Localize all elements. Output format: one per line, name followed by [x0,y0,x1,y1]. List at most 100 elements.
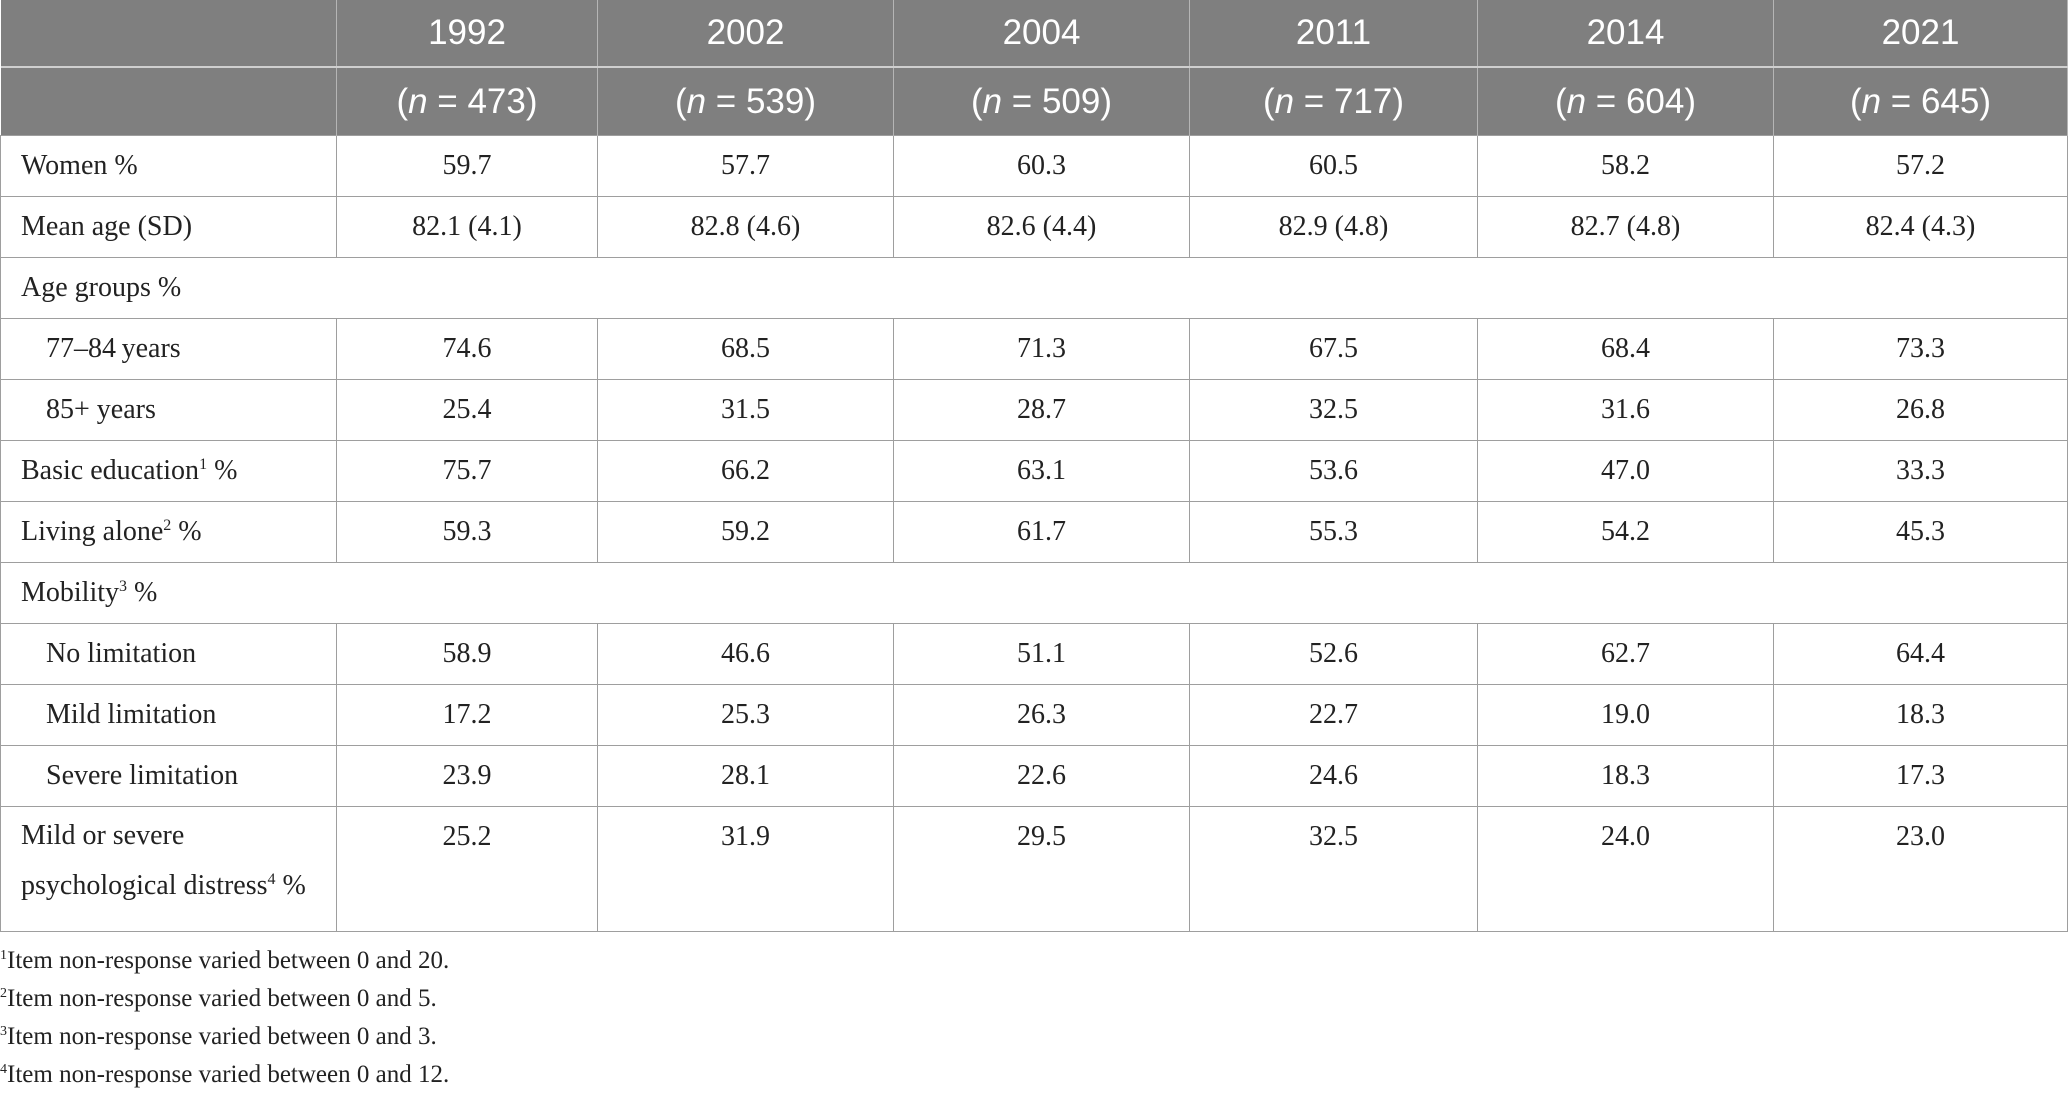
sample-size-header: (n = 717) [1189,67,1478,136]
row-label: Basic education1 % [0,440,337,502]
table-cell: 24.6 [1189,745,1478,807]
row-label: 85+ years [0,379,337,441]
table-cell: 61.7 [893,501,1190,563]
table-footnotes: 1Item non-response varied between 0 and … [0,942,2068,1094]
table-cell: 32.5 [1189,806,1478,932]
table-cell: 47.0 [1477,440,1774,502]
table-cell: 62.7 [1477,623,1774,685]
table-cell: 75.7 [336,440,598,502]
header-corner [0,0,337,68]
table-row: Mild limitation 17.2 25.3 26.3 22.7 19.0… [0,684,2068,746]
row-label: Living alone2 % [0,501,337,563]
header-year-row: 1992 2002 2004 2011 2014 2021 [0,0,2068,68]
table-cell: 57.7 [597,135,894,197]
table-cell: 24.0 [1477,806,1774,932]
footnote: 4Item non-response varied between 0 and … [0,1061,450,1088]
section-row: Mobility3 % [0,562,2068,624]
table-row: Severe limitation 23.9 28.1 22.6 24.6 18… [0,745,2068,807]
row-label: Mean age (SD) [0,196,337,258]
table-cell: 46.6 [597,623,894,685]
table-row: Mean age (SD) 82.1 (4.1) 82.8 (4.6) 82.6… [0,196,2068,258]
table-cell: 29.5 [893,806,1190,932]
table-cell: 59.3 [336,501,598,563]
table-cell: 63.1 [893,440,1190,502]
table-cell: 53.6 [1189,440,1478,502]
table-cell: 23.0 [1773,806,2068,932]
table-cell: 73.3 [1773,318,2068,380]
section-row: Age groups % [0,257,2068,319]
table-cell: 45.3 [1773,501,2068,563]
row-label: Women % [0,135,337,197]
year-header: 1992 [336,0,598,68]
table-cell: 68.4 [1477,318,1774,380]
table-cell: 82.7 (4.8) [1477,196,1774,258]
table-cell: 54.2 [1477,501,1774,563]
table-cell: 32.5 [1189,379,1478,441]
table-cell: 57.2 [1773,135,2068,197]
table-row: Women % 59.7 57.7 60.3 60.5 58.2 57.2 [0,135,2068,197]
year-header: 2004 [893,0,1190,68]
table-cell: 22.7 [1189,684,1478,746]
table-cell: 26.8 [1773,379,2068,441]
section-label: Mobility3 % [0,562,2068,624]
table-cell: 17.3 [1773,745,2068,807]
row-label: No limitation [0,623,337,685]
table-cell: 58.9 [336,623,598,685]
table-cell: 22.6 [893,745,1190,807]
table-cell: 68.5 [597,318,894,380]
row-label: Severe limitation [0,745,337,807]
table-cell: 82.6 (4.4) [893,196,1190,258]
table-cell: 66.2 [597,440,894,502]
row-label: Mild or severe psychological distress4 % [0,806,337,932]
table-row: Mild or severe psychological distress4 % … [0,806,2068,932]
characteristics-table: 1992 2002 2004 2011 2014 2021 (n = 473) … [0,0,2068,932]
table-row: Living alone2 % 59.3 59.2 61.7 55.3 54.2… [0,501,2068,563]
table-cell: 82.1 (4.1) [336,196,598,258]
table-cell: 19.0 [1477,684,1774,746]
table-cell: 82.4 (4.3) [1773,196,2068,258]
table-cell: 59.2 [597,501,894,563]
table-row: 85+ years 25.4 31.5 28.7 32.5 31.6 26.8 [0,379,2068,441]
table-cell: 18.3 [1773,684,2068,746]
table-cell: 28.7 [893,379,1190,441]
table-cell: 67.5 [1189,318,1478,380]
table-cell: 52.6 [1189,623,1478,685]
table-row: No limitation 58.9 46.6 51.1 52.6 62.7 6… [0,623,2068,685]
footnote: 3Item non-response varied between 0 and … [0,1023,437,1050]
header-corner-lower [0,67,337,136]
table-cell: 31.5 [597,379,894,441]
table-cell: 74.6 [336,318,598,380]
table-cell: 33.3 [1773,440,2068,502]
table-cell: 59.7 [336,135,598,197]
header-n-row: (n = 473) (n = 539) (n = 509) (n = 717) … [0,67,2068,136]
footnote: 2Item non-response varied between 0 and … [0,985,437,1012]
table-cell: 64.4 [1773,623,2068,685]
table-cell: 60.5 [1189,135,1478,197]
sample-size-header: (n = 539) [597,67,894,136]
table-cell: 71.3 [893,318,1190,380]
table-cell: 58.2 [1477,135,1774,197]
table-cell: 31.9 [597,806,894,932]
row-label: 77–84 years [0,318,337,380]
table-cell: 82.9 (4.8) [1189,196,1478,258]
table-cell: 31.6 [1477,379,1774,441]
table-cell: 25.4 [336,379,598,441]
footnote: 1Item non-response varied between 0 and … [0,947,450,974]
table-cell: 18.3 [1477,745,1774,807]
sample-size-header: (n = 509) [893,67,1190,136]
section-label: Age groups % [0,257,2068,319]
table-cell: 26.3 [893,684,1190,746]
table-cell: 51.1 [893,623,1190,685]
year-header: 2011 [1189,0,1478,68]
sample-size-header: (n = 645) [1773,67,2068,136]
year-header: 2021 [1773,0,2068,68]
table-cell: 23.9 [336,745,598,807]
table-cell: 25.2 [336,806,598,932]
table-cell: 60.3 [893,135,1190,197]
sample-size-header: (n = 473) [336,67,598,136]
table-cell: 17.2 [336,684,598,746]
table-row: Basic education1 % 75.7 66.2 63.1 53.6 4… [0,440,2068,502]
year-header: 2014 [1477,0,1774,68]
year-header: 2002 [597,0,894,68]
